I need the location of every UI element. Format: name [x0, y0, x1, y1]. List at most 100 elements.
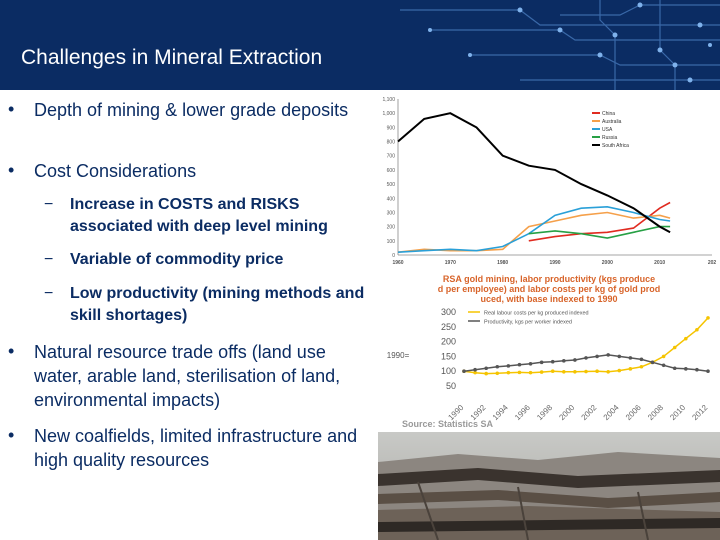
page-title: Challenges in Mineral Extraction — [21, 46, 323, 69]
data-point — [595, 369, 599, 373]
y-tick-label: 300 — [387, 210, 396, 216]
y-tick-label: 800 — [387, 140, 396, 146]
data-point — [628, 356, 633, 360]
y-tick-label: 1,000 — [382, 111, 395, 117]
data-point — [628, 367, 633, 371]
sub-bullet-item: Low productivity (mining methods and ski… — [70, 285, 365, 324]
y-tick-label: 50 — [446, 381, 456, 391]
data-point — [617, 354, 622, 359]
rock-strata-photo — [378, 432, 720, 540]
x-tick-label: 202 — [708, 260, 717, 266]
productivity-chart: RSA gold mining, labor productivity (kgs… — [378, 268, 720, 437]
data-point — [539, 370, 544, 374]
data-point — [606, 369, 610, 374]
data-point — [484, 366, 488, 371]
data-point — [595, 354, 599, 359]
data-point — [584, 356, 588, 360]
x-tick-label: 2000 — [602, 260, 613, 266]
y-tick-label: 300 — [441, 307, 456, 317]
data-point — [573, 358, 577, 362]
data-point — [473, 370, 477, 375]
y-tick-label: 400 — [387, 196, 396, 202]
productivity-line-chart: RSA gold mining, labor productivity (kgs… — [378, 268, 720, 432]
bullet-marker: • — [8, 99, 15, 119]
rock-image — [378, 432, 720, 540]
cost-line-chart: 0 100 200 300 400 500 600 700 800 900 1,000 1,100 19… — [370, 93, 720, 268]
data-point — [617, 368, 622, 373]
data-point — [539, 360, 544, 365]
chart-background — [378, 268, 720, 432]
y-tick-label: 200 — [441, 337, 456, 347]
data-point — [706, 369, 710, 373]
sub-bullet-item: Variable of commodity price — [70, 251, 284, 268]
chart-title-line: uced, with base indexed to 1990 — [480, 294, 617, 304]
data-point — [606, 353, 610, 357]
data-point — [506, 370, 511, 375]
y-tick-label: 600 — [387, 168, 396, 174]
bullet-item: Cost Considerations — [34, 161, 197, 181]
y-tick-label: 700 — [387, 154, 396, 160]
data-point — [684, 367, 688, 371]
y-tick-label: 1,100 — [382, 97, 395, 103]
data-point — [661, 363, 666, 368]
data-point — [528, 370, 533, 375]
cost-chart: 0 100 200 300 400 500 600 700 800 900 1,000 1,100 19… — [370, 93, 720, 273]
data-point — [528, 362, 533, 366]
y-axis-label: 1990= — [387, 351, 410, 360]
sub-bullet-item: Increase in COSTS and RISKS associated w… — [70, 196, 328, 235]
x-tick-label: 2010 — [654, 260, 665, 266]
legend-label: China — [602, 111, 615, 117]
bullet-item: New coalfields, limited infrastructure a… — [34, 426, 358, 470]
data-point — [506, 364, 511, 368]
data-point — [661, 354, 666, 359]
sub-bullet-marker: − — [44, 251, 54, 268]
data-point — [672, 345, 677, 350]
bullet-item: Depth of mining & lower grade deposits — [34, 100, 349, 120]
data-point — [550, 369, 555, 373]
data-point — [517, 362, 522, 367]
data-point — [517, 370, 522, 375]
bullet-marker: • — [8, 160, 15, 180]
legend-label: Productivity, kgs per worker indexed — [484, 320, 572, 326]
series-line-usa — [397, 205, 671, 253]
data-point — [695, 367, 699, 372]
data-point — [639, 364, 644, 369]
chart-source: Source: Statistics SA — [402, 419, 494, 429]
data-point — [562, 369, 566, 374]
series-line-china — [528, 201, 671, 242]
x-tick-label: 1980 — [497, 260, 508, 266]
data-point — [462, 369, 466, 373]
chart-title-line: d per employee) and labor costs per kg o… — [438, 284, 661, 294]
y-tick-label: 0 — [392, 253, 395, 259]
sub-bullet-marker: − — [44, 196, 54, 213]
legend-label: Real labour costs per kg produced indexe… — [484, 311, 589, 317]
legend-label: Russia — [602, 135, 618, 141]
bullet-item: Natural resource trade offs (land use wa… — [34, 342, 341, 410]
data-point — [684, 336, 688, 341]
data-point — [573, 369, 577, 374]
y-tick-label: 900 — [387, 125, 396, 131]
chart-title-line: RSA gold mining, labor productivity (kgs… — [443, 274, 655, 284]
data-point — [562, 359, 566, 363]
data-point — [584, 369, 588, 374]
x-tick-label: 1970 — [445, 260, 456, 266]
y-tick-label: 100 — [441, 366, 456, 376]
data-point — [639, 357, 644, 362]
bullet-marker: • — [8, 341, 15, 361]
bullet-marker: • — [8, 425, 15, 445]
y-tick-label: 250 — [441, 322, 456, 332]
legend-label: USA — [602, 127, 613, 133]
data-point — [695, 327, 699, 332]
circuit-decoration — [400, 0, 720, 90]
y-tick-label: 200 — [387, 225, 396, 231]
data-point — [495, 364, 500, 369]
sub-bullet-marker: − — [44, 285, 54, 302]
title-header: Challenges in Mineral Extraction — [0, 0, 720, 90]
x-tick-label: 1990 — [549, 260, 560, 266]
data-point — [495, 371, 500, 376]
data-point — [650, 360, 655, 365]
legend-label: South Africa — [602, 143, 629, 149]
data-point — [484, 371, 488, 376]
data-point — [706, 316, 710, 320]
y-tick-label: 500 — [387, 182, 396, 188]
